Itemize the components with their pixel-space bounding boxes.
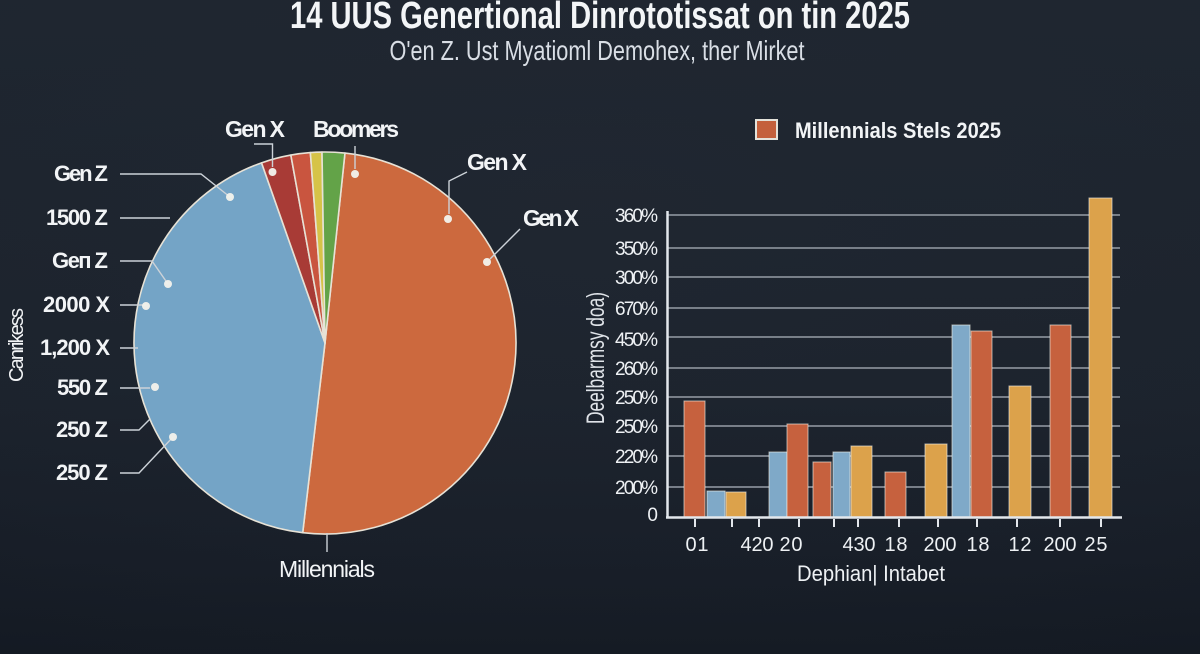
svg-text:250 Z: 250 Z [56,417,108,442]
svg-text:Dephian| Intabet: Dephian| Intabet [797,561,945,586]
svg-text:Millennials Stels 2025: Millennials Stels 2025 [795,118,1001,143]
svg-text:1500 Z: 1500 Z [46,205,108,230]
svg-text:260%: 260% [615,359,658,380]
svg-text:Gen Z: Gen Z [54,161,108,186]
svg-text:Geп Z: Geп Z [52,248,108,273]
svg-text:250 Z: 250 Z [56,460,108,485]
svg-text:Millennials: Millennials [279,556,375,582]
svg-text:220%: 220% [615,447,658,468]
svg-text:O'en Z. Ust Myatioml Demohex,: O'en Z. Ust Myatioml Demohex, ther Mirke… [390,35,805,66]
svg-text:250%: 250% [615,388,658,409]
svg-text:430: 430 [843,534,876,556]
svg-text:Boomers: Boomers [313,116,399,142]
svg-text:18: 18 [885,534,908,556]
svg-text:20: 20 [780,534,803,556]
svg-text:01: 01 [686,534,709,556]
svg-text:14 UUS Genertional Dinrototiss: 14 UUS Genertional Dinrototissat on tin … [290,0,910,37]
svg-text:18: 18 [967,534,990,556]
svg-text:360%: 360% [615,206,658,227]
svg-text:670%: 670% [615,299,658,320]
svg-text:200%: 200% [615,478,658,499]
svg-text:12: 12 [1009,534,1032,556]
svg-text:2000 X: 2000 X [43,292,110,317]
svg-text:350%: 350% [615,239,658,260]
svg-text:25: 25 [1085,534,1108,556]
svg-text:300%: 300% [615,268,658,289]
svg-text:1,200 X: 1,200 X [40,335,110,360]
svg-text:Deelbarmsy doa): Deelbarmsy doa) [582,292,610,424]
svg-text:450%: 450% [615,330,658,351]
svg-text:Canrikess: Canrikess [6,308,28,382]
svg-text:200: 200 [924,534,957,556]
svg-text:Gen X: Gen X [225,116,286,142]
svg-text:Gen X: Gen X [523,205,580,231]
svg-text:550 Z: 550 Z [57,375,108,400]
svg-text:250%: 250% [615,417,658,438]
svg-text:420: 420 [741,534,774,556]
svg-text:0: 0 [647,505,658,526]
svg-text:Gen X: Gen X [467,149,528,175]
svg-text:200: 200 [1044,534,1077,556]
